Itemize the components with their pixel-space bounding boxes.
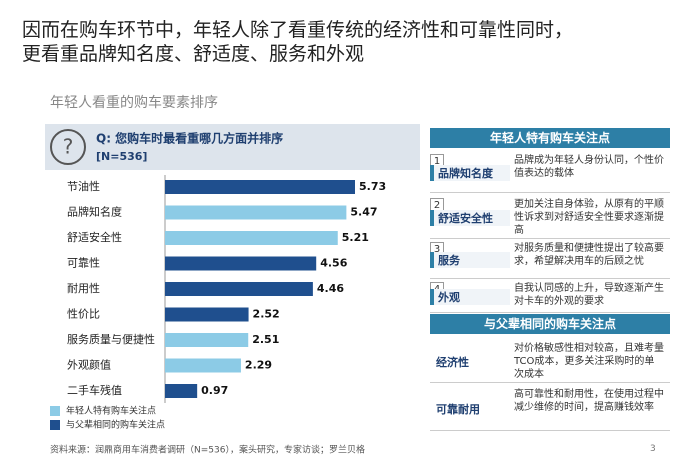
- item-text: 对服务质量和便捷性提出了较高要求，希望解决用车的后顾之忧: [514, 243, 664, 267]
- bar: [165, 256, 317, 271]
- value-label: 2.29: [245, 359, 272, 372]
- category-label: 品牌知名度: [67, 205, 122, 219]
- item: 4外观自我认同感的上升，导致逐渐产生对卡车的外观的要求: [430, 280, 670, 313]
- value-label: 5.21: [342, 231, 369, 244]
- item-label: 舒适安全性: [430, 210, 510, 226]
- bar: [165, 282, 313, 296]
- value-label: 5.73: [359, 180, 386, 193]
- item-text: 品牌成为年轻人身份认同，个性价值表达的载体: [514, 155, 664, 179]
- value-label: 4.46: [317, 282, 344, 295]
- question-icon: [50, 129, 86, 165]
- item-label: 品牌知名度: [430, 165, 510, 181]
- category-label: 二手车残值: [67, 383, 122, 397]
- question-icon: ?: [63, 135, 74, 159]
- legend-swatch: [50, 420, 60, 430]
- category-label: 节油性: [67, 179, 100, 193]
- value-label: 5.47: [350, 206, 377, 219]
- category-label: 性价比: [67, 307, 100, 321]
- value-label: 0.97: [201, 384, 228, 397]
- bar: [165, 333, 249, 347]
- side-panel: 年轻人特有购车关注点 1 品牌知名度 品牌成为年轻人身份认同，个性价值表达的载体 2 舒适…: [430, 128, 670, 431]
- legend-label: 年轻人特有购车关注点: [66, 405, 156, 417]
- title-line: 更看重品牌知名度、舒适度、服务和外观: [22, 43, 365, 65]
- category-label: 耐用性: [67, 281, 100, 295]
- chart: ? Q: 您购车时最看重哪几方面并排序 [N=536] 资料来源：润鼎商用车消费…: [45, 124, 420, 456]
- category-label: 可靠性: [67, 256, 100, 270]
- bar: [165, 307, 249, 322]
- category-label: 外观颜值: [67, 359, 111, 372]
- bar: [165, 205, 347, 220]
- category-label: 服务质量与便捷性: [67, 332, 155, 346]
- item: 可靠耐用 高可靠性和耐用性，在使用过程中减少维修的时间，提高赚钱效率: [430, 386, 670, 431]
- bar: [165, 358, 241, 373]
- legend-label: 与父辈相同的购车关注点: [66, 419, 165, 431]
- item-text: 自我认同感的上升，导致逐渐产生对卡车的外观的要求: [514, 283, 664, 307]
- title: 因而在购车环节中，年轻人除了看重传统的经济性和可靠性同时， 更看重品牌知名度、舒…: [22, 18, 573, 66]
- section-header: 年轻人特有购车关注点: [430, 128, 670, 148]
- bar: [165, 384, 198, 398]
- sample-size: [N=536]: [96, 150, 147, 163]
- item: 1 品牌知名度 品牌成为年轻人身份认同，个性价值表达的载体: [430, 152, 670, 193]
- page-number: 3: [650, 444, 656, 454]
- item: 2 舒适安全性 更加关注自身体验，从原有的平顺性诉求到对舒适安全性要求逐渐提高: [430, 196, 670, 239]
- bar: [165, 231, 338, 245]
- item-label: 服务: [430, 252, 510, 268]
- item-text: 对价格敏感性相对较高，且难考量TCO成本，更多关注采购时的单次成本: [514, 343, 664, 380]
- item-label: 外观: [430, 289, 510, 305]
- question-box: [45, 124, 420, 170]
- legend-swatch: [50, 406, 60, 416]
- section-header: 与父辈相同的购车关注点: [430, 314, 670, 334]
- item-label: 经济性: [436, 356, 469, 369]
- item-text: 高可靠性和耐用性，在使用过程中减少维修的时间，提高赚钱效率: [514, 389, 664, 413]
- bar: [165, 180, 355, 194]
- title-line: 因而在购车环节中，年轻人除了看重传统的经济性和可靠性同时，: [22, 19, 574, 41]
- item-label: 可靠耐用: [436, 403, 480, 416]
- chart-title: 年轻人看重的购车要素排序: [50, 95, 218, 111]
- category-label: 舒适安全性: [67, 230, 122, 244]
- value-label: 2.52: [253, 308, 280, 321]
- value-label: 4.56: [320, 257, 347, 270]
- value-label: 2.51: [252, 333, 279, 346]
- source: 资料来源：润鼎商用车消费者调研（N=536），案头研究，专家访谈；罗兰贝格: [50, 444, 365, 456]
- question: Q: 您购车时最看重哪几方面并排序: [96, 131, 283, 146]
- item: 经济性 对价格敏感性相对较高，且难考量TCO成本，更多关注采购时的单次成本: [430, 340, 670, 383]
- item: 3 服务 对服务质量和便捷性提出了较高要求，希望解决用车的后顾之忧: [430, 240, 670, 279]
- item-text: 更加关注自身体验，从原有的平顺性诉求到对舒适安全性要求逐渐提高: [514, 199, 664, 236]
